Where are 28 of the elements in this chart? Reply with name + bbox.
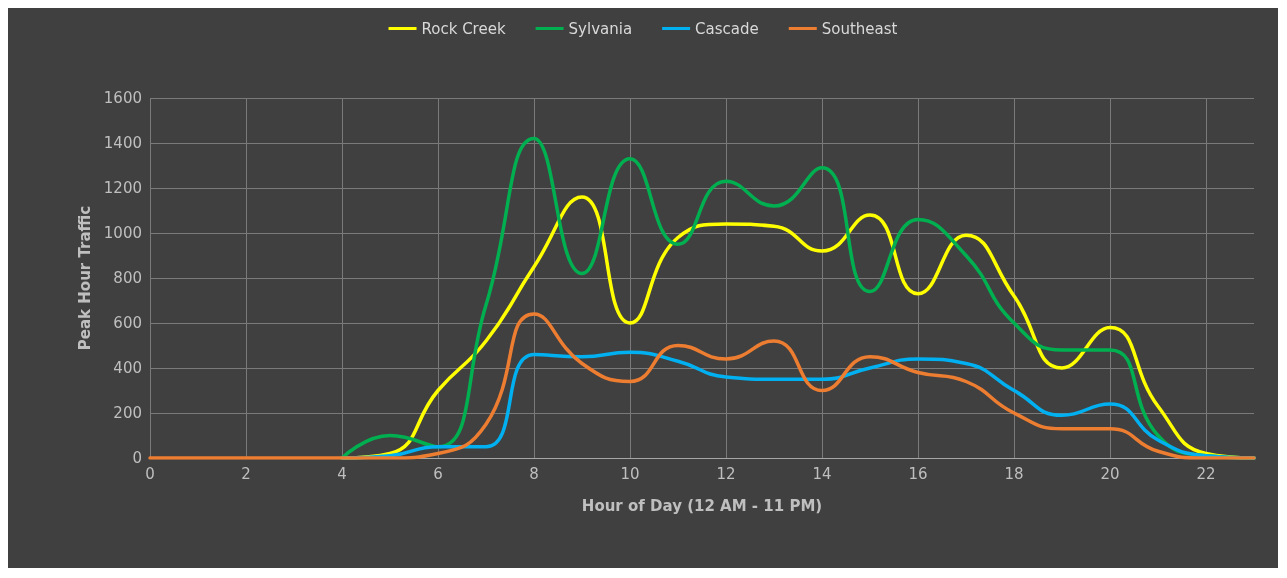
y-tick-label: 1400 [103,134,142,152]
x-tick-label: 8 [529,464,539,483]
y-tick-label: 800 [113,269,142,287]
y-tick-label: 200 [113,404,142,422]
line-series [148,312,1256,460]
x-tick-label: 20 [1100,464,1120,483]
y-tick-label: 600 [113,314,142,332]
x-tick-label: 10 [620,464,640,483]
x-tick-label: 16 [908,464,928,483]
legend-label: Rock Creek [421,19,506,38]
y-tick-label: 1000 [103,224,142,242]
legend-label: Cascade [695,19,759,38]
y-axis-title: Peak Hour Traffic [75,205,94,351]
y-tick-label: 1600 [103,89,142,107]
x-tick-label: 22 [1196,464,1216,483]
legend-label: Sylvania [568,19,633,38]
x-tick-label: 4 [337,464,347,483]
x-tick-label: 6 [433,464,443,483]
x-tick-label: 12 [716,464,736,483]
y-tick-label: 0 [132,449,142,467]
x-tick-label: 2 [241,464,251,483]
x-tick-label: 18 [1004,464,1024,483]
x-tick-label: 0 [145,464,155,483]
y-tick-label: 400 [113,359,142,377]
y-tick-label: 1200 [103,179,142,197]
x-axis-title: Hour of Day (12 AM - 11 PM) [581,496,823,515]
x-tick-label: 14 [812,464,832,483]
legend-label: Southeast [821,19,898,38]
